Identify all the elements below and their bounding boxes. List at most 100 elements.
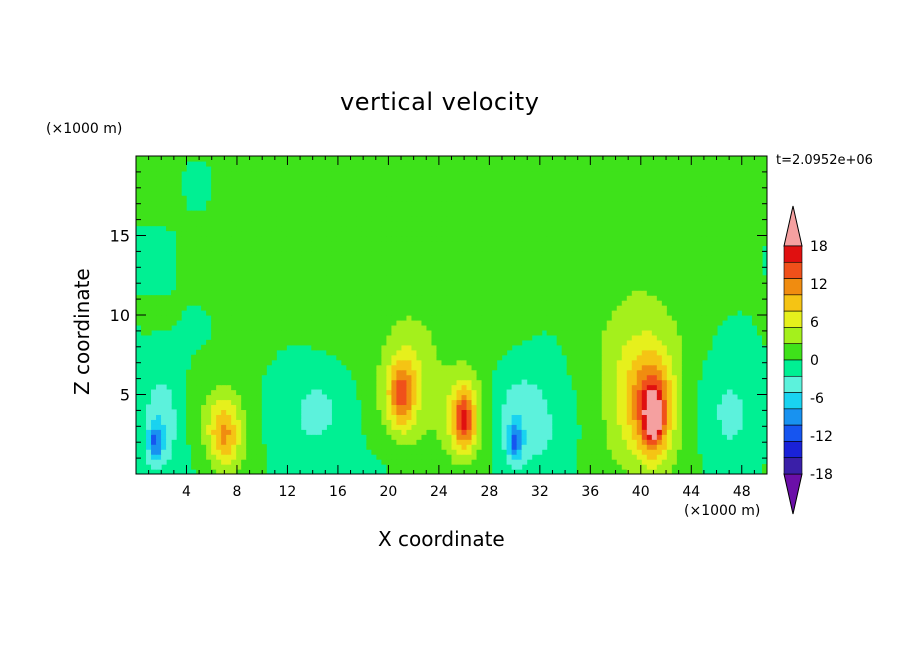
field-cell	[501, 250, 508, 256]
field-cell	[281, 300, 287, 306]
field-cell	[291, 275, 297, 281]
field-cell	[626, 315, 633, 321]
field-cell	[341, 315, 347, 321]
field-cell	[521, 459, 528, 465]
field-cell	[481, 394, 488, 401]
field-cell	[316, 310, 322, 316]
field-cell	[586, 409, 593, 415]
field-cell	[266, 305, 272, 311]
field-cell	[436, 389, 443, 396]
field-cell	[161, 295, 167, 301]
field-cell	[246, 369, 252, 376]
field-cell	[371, 419, 377, 425]
field-cell	[591, 315, 598, 321]
field-cell	[546, 275, 553, 281]
field-cell	[371, 275, 377, 281]
field-cell	[216, 399, 222, 406]
field-cell	[576, 374, 583, 381]
field-cell	[651, 324, 658, 331]
field-cell	[621, 265, 628, 271]
field-cell	[346, 220, 352, 227]
field-cell	[401, 310, 408, 316]
field-cell	[326, 300, 332, 306]
field-cell	[486, 359, 493, 366]
field-cell	[376, 414, 382, 420]
field-cell	[576, 280, 583, 286]
field-cell	[226, 245, 232, 252]
field-cell	[451, 424, 458, 430]
field-cell	[341, 329, 347, 336]
field-cell	[626, 275, 633, 281]
field-cell	[616, 459, 623, 465]
field-cell	[471, 364, 478, 371]
field-cell	[671, 280, 678, 286]
field-cell	[161, 384, 167, 391]
field-cell	[246, 250, 252, 256]
field-cell	[621, 319, 628, 326]
field-cell	[566, 319, 573, 326]
field-cell	[156, 319, 162, 326]
field-cell	[596, 459, 603, 465]
field-cell	[331, 240, 337, 247]
field-cell	[436, 419, 443, 425]
field-cell	[731, 235, 738, 242]
field-cell	[211, 369, 217, 376]
field-cell	[561, 329, 568, 336]
field-cell	[481, 300, 488, 306]
field-cell	[346, 285, 352, 291]
field-cell	[221, 235, 227, 242]
field-cell	[376, 354, 382, 361]
field-cell	[231, 424, 237, 430]
field-cell	[416, 300, 423, 306]
field-cell	[571, 255, 578, 261]
field-cell	[556, 334, 563, 341]
field-cell	[336, 329, 342, 336]
field-cell	[636, 454, 643, 460]
field-cell	[351, 265, 357, 271]
field-cell	[616, 324, 623, 331]
field-cell	[601, 344, 608, 351]
field-cell	[706, 295, 713, 301]
field-cell	[426, 260, 433, 266]
field-cell	[241, 384, 247, 391]
field-cell	[151, 409, 157, 415]
field-cell	[346, 324, 352, 331]
field-cell	[456, 295, 463, 301]
field-cell	[381, 329, 387, 336]
field-cell	[491, 315, 498, 321]
field-cell	[741, 270, 748, 276]
field-cell	[541, 250, 548, 256]
field-cell	[436, 364, 443, 371]
field-cell	[271, 275, 277, 281]
field-cell	[691, 434, 698, 440]
field-cell	[441, 230, 448, 237]
field-cell	[226, 364, 232, 371]
field-cell	[676, 329, 683, 336]
field-cell	[206, 439, 212, 445]
field-cell	[451, 290, 458, 296]
field-cell	[146, 439, 152, 445]
field-cell	[691, 374, 698, 381]
field-cell	[726, 434, 733, 440]
field-cell	[401, 319, 408, 326]
field-cell	[491, 250, 498, 256]
field-cell	[751, 270, 758, 276]
field-cell	[581, 434, 588, 440]
field-cell	[336, 270, 342, 276]
field-cell	[366, 364, 372, 371]
field-cell	[426, 419, 433, 425]
field-cell	[251, 245, 257, 252]
field-cell	[411, 424, 418, 430]
field-cell	[356, 369, 362, 376]
field-cell	[566, 225, 573, 232]
field-cell	[366, 295, 372, 301]
field-cell	[761, 225, 767, 232]
field-cell	[631, 300, 638, 306]
field-cell	[711, 255, 718, 261]
field-cell	[156, 394, 162, 401]
field-cell	[676, 469, 683, 474]
field-cell	[606, 265, 613, 271]
field-cell	[156, 220, 162, 227]
field-cell	[201, 404, 207, 411]
field-cell	[566, 265, 573, 271]
